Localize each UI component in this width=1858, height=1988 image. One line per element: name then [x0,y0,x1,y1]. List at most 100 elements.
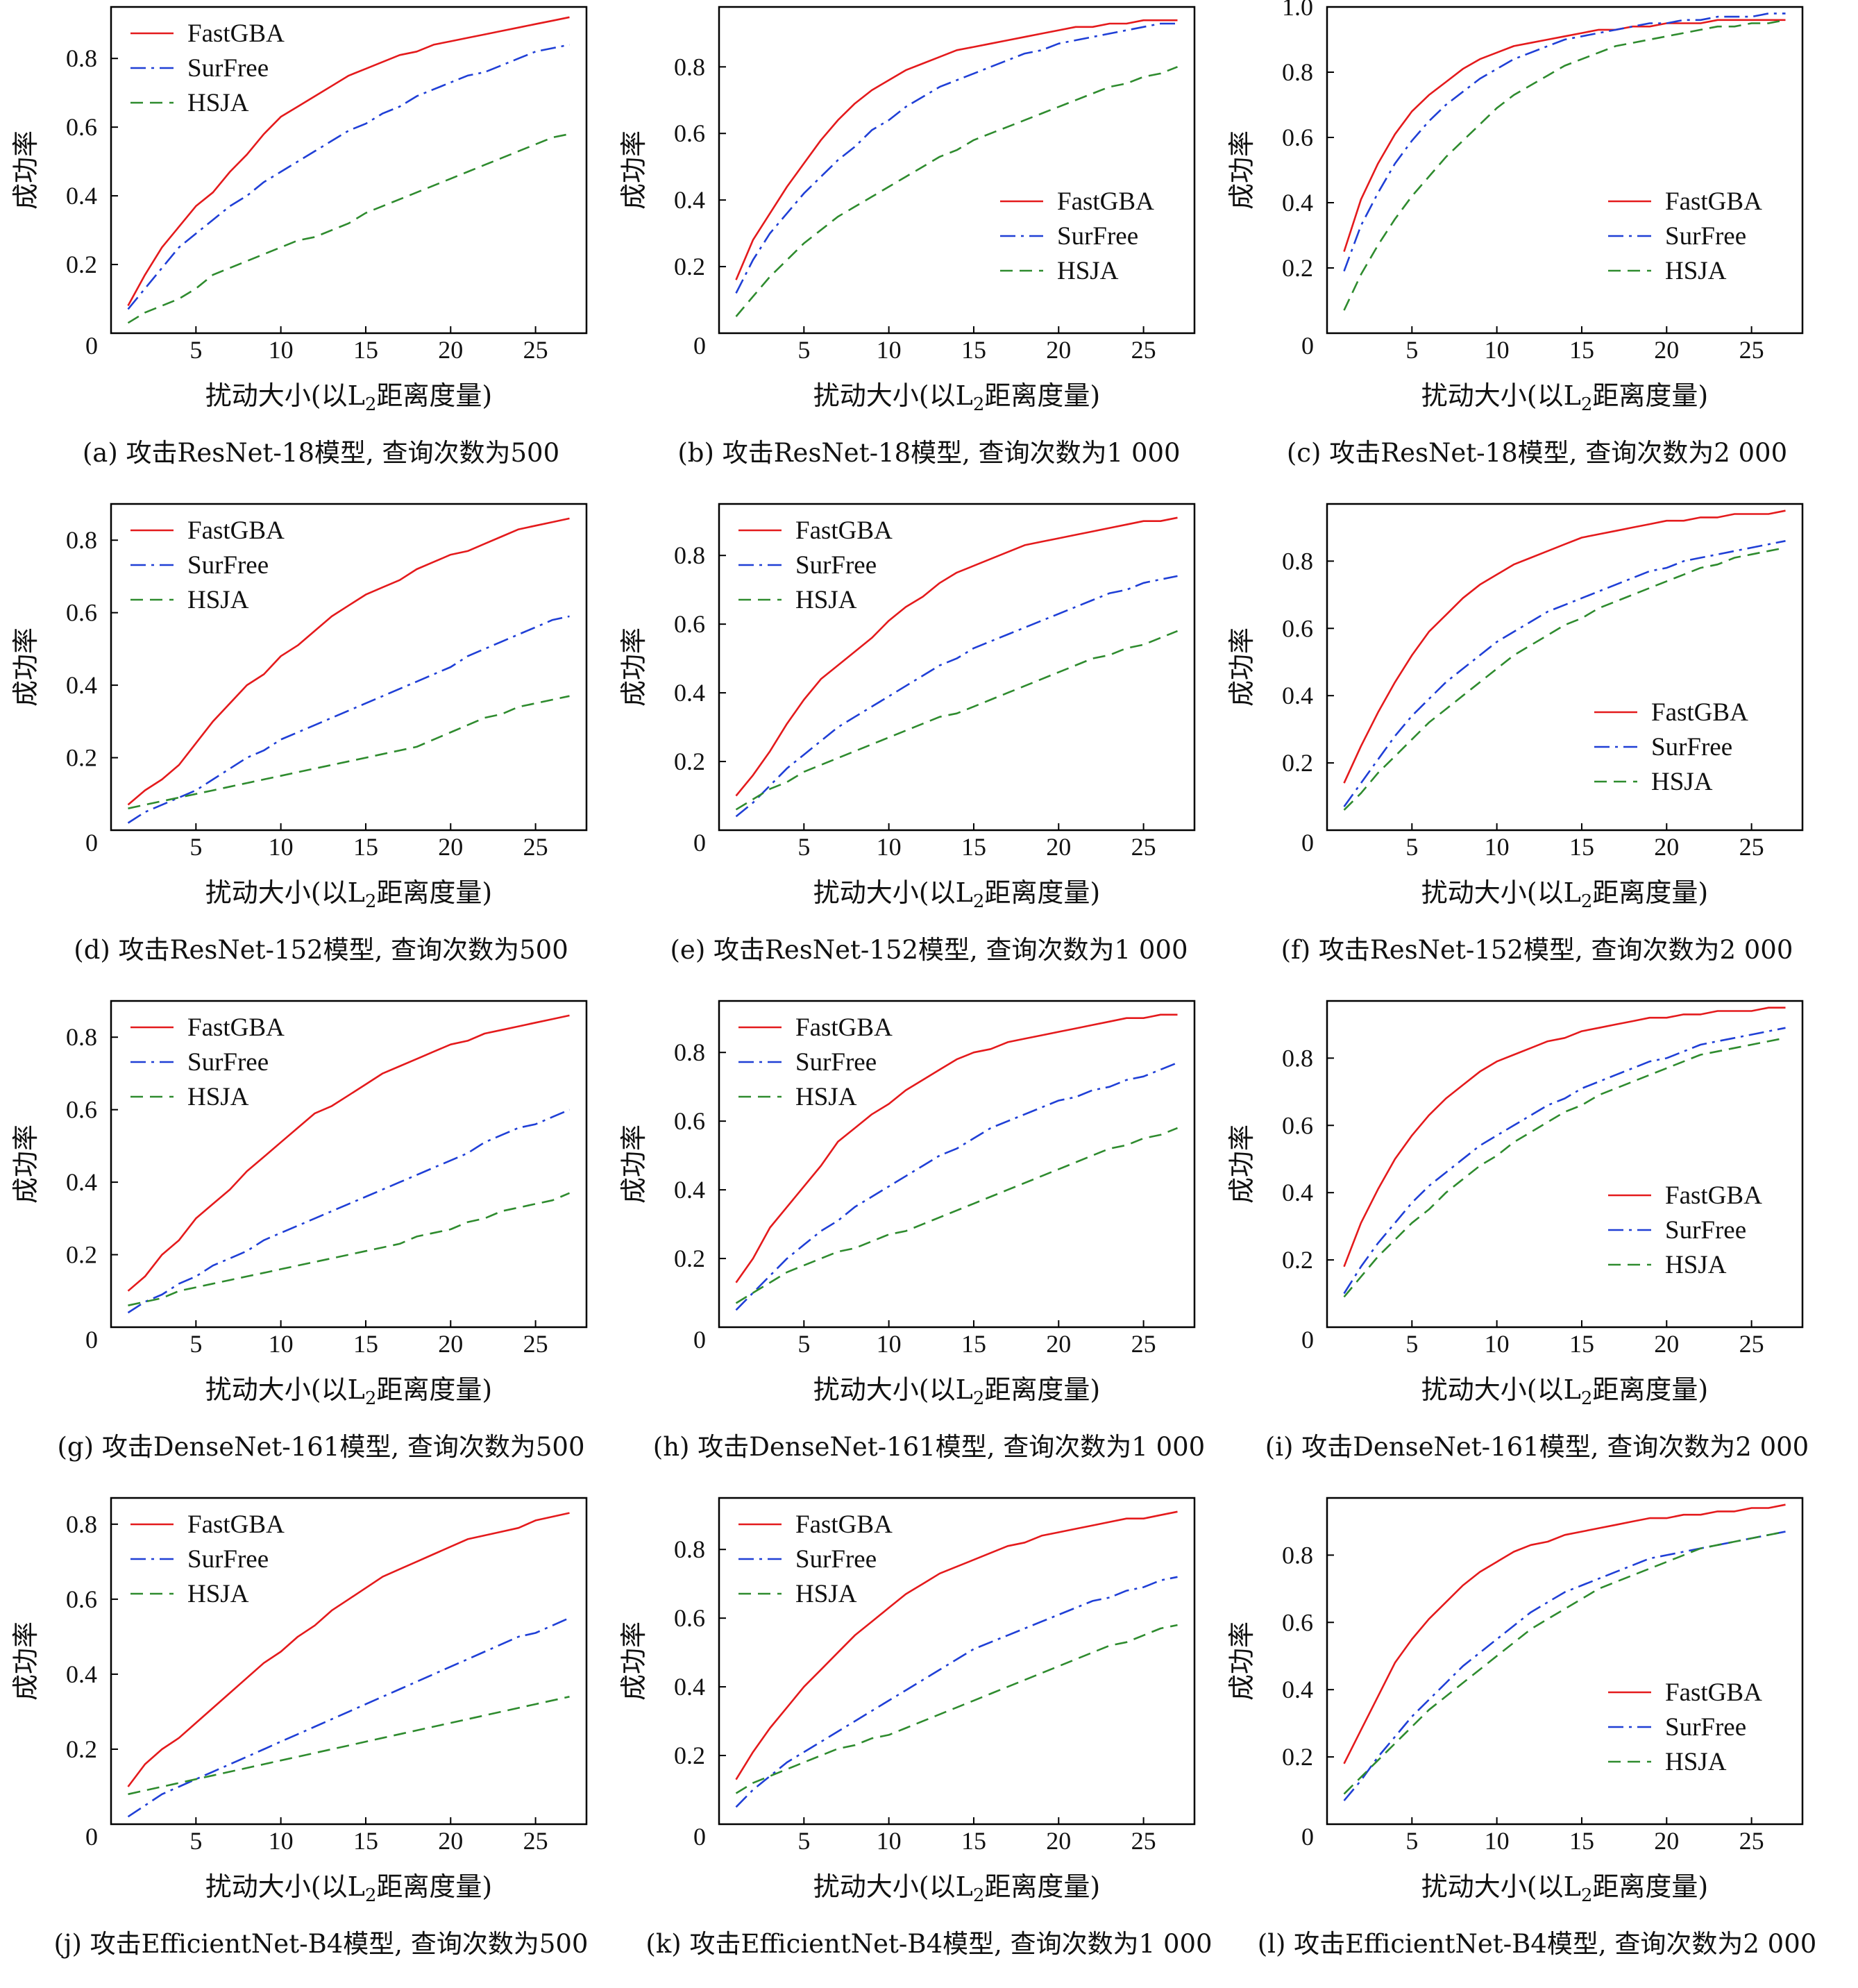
series-line-surfree [735,575,1178,818]
x-axis-label: 扰动大小(以L2距离度量) [813,877,1100,912]
legend-label-surfree: SurFree [795,1545,877,1574]
x-tick-label: 25 [1131,1827,1156,1855]
series-line-surfree [127,615,570,824]
y-tick-label: 0.4 [66,1660,97,1688]
x-tick-label: 25 [523,336,548,364]
x-tick-label: 10 [1485,1330,1510,1358]
y-tick-label: 0.2 [1282,1246,1313,1274]
line-chart: 0.2 0.4 0.6 0.8 1.0 0 5 10 15 20 25 扰动大小(以L2距离度量) 成功… [1226,0,1804,415]
y-tick-label: 0.2 [66,251,97,278]
legend: FastGBA SurFree HSJA [738,1013,893,1111]
x-axis-label: 扰动大小(以L2距离度量) [205,877,492,912]
x-tick-label: 10 [269,1330,294,1358]
y-tick-label: 0.6 [1282,1111,1313,1139]
plot-frame [110,1000,588,1329]
x-tick-label: 10 [877,1827,902,1855]
y-tick-label: 0.8 [1282,1541,1313,1569]
legend-label-fastgba: FastGBA [187,516,285,545]
x-tick-label: 5 [797,1827,810,1855]
x-tick-label: 10 [1485,336,1510,364]
plot-frame [110,1497,588,1826]
series-line-surfree [1343,12,1786,272]
y-tick-label: 0.2 [66,1735,97,1763]
x-axis-label: 扰动大小(以L2距离度量) [1421,877,1708,912]
series-line-fastgba [127,1014,570,1292]
chart-caption: (a) 攻击ResNet-18模型, 查询次数为500 [82,438,560,468]
legend-label-surfree: SurFree [1057,222,1138,251]
origin-tick-label: 0 [693,1823,706,1851]
y-tick-label: 0.2 [1282,1743,1313,1771]
chart-caption: (b) 攻击ResNet-18模型, 查询次数为1 000 [677,438,1181,468]
y-tick-label: 0.2 [66,744,97,772]
plot-frame [718,1497,1196,1826]
x-tick-label: 20 [438,833,463,861]
y-tick-label: 0.8 [674,1038,705,1066]
series-line-fastgba [735,19,1178,280]
y-axis-label: 成功率 [618,130,649,210]
y-tick-label: 0.4 [66,1168,97,1196]
y-tick-label: 0.2 [1282,749,1313,777]
chart-caption: (d) 攻击ResNet-152模型, 查询次数为500 [74,935,568,965]
line-chart: 0.2 0.4 0.6 0.8 0 5 10 15 20 25 扰动大小(以L2距离度量) 成功率 Fa… [10,6,588,415]
x-tick-label: 10 [877,833,902,861]
y-tick-label: 1.0 [1282,0,1313,21]
x-tick-label: 5 [189,833,202,861]
series-line-fastgba [735,516,1178,797]
legend: FastGBA SurFree HSJA [1000,187,1154,285]
chart-caption: (c) 攻击ResNet-18模型, 查询次数为2 000 [1286,438,1788,468]
plot-frame [718,6,1196,335]
figure-grid: 0.2 0.4 0.6 0.8 0 5 10 15 20 25 扰动大小(以L2距离度量) 成功率 Fa… [10,0,1858,1959]
y-tick-label: 0.8 [66,526,97,554]
x-tick-label: 15 [353,1330,378,1358]
chart-panel-f: 0.2 0.4 0.6 0.8 0 5 10 15 20 25 扰动大小(以L2距离度量) 成功率 Fa… [1216,497,1858,994]
origin-tick-label: 0 [85,332,98,360]
series-line-fastgba [127,517,570,806]
line-chart: 0.2 0.4 0.6 0.8 0 5 10 15 20 25 扰动大小(以L2距离度量) 成功率 Fa… [618,6,1196,415]
series-line-surfree [735,1576,1178,1808]
legend-label-hsja: HSJA [795,1580,857,1608]
x-axis-label: 扰动大小(以L2距离度量) [813,1374,1100,1409]
legend-label-hsja: HSJA [1057,257,1119,285]
legend-label-hsja: HSJA [1665,257,1727,285]
line-chart: 0.2 0.4 0.6 0.8 0 5 10 15 20 25 扰动大小(以L2距离度量) 成功率 Fa… [1226,1497,1804,1906]
y-tick-label: 0.4 [1282,682,1313,709]
plot-frame [1326,6,1804,335]
y-tick-label: 0.6 [1282,614,1313,642]
x-tick-label: 20 [1654,336,1679,364]
x-tick-label: 15 [961,1330,986,1358]
chart-panel-l: 0.2 0.4 0.6 0.8 0 5 10 15 20 25 扰动大小(以L2距离度量) 成功率 Fa… [1216,1491,1858,1988]
y-axis-label: 成功率 [618,627,649,707]
legend-label-surfree: SurFree [1651,733,1732,761]
legend-label-surfree: SurFree [187,1545,269,1574]
origin-tick-label: 0 [85,1823,98,1851]
y-tick-label: 0.2 [66,1241,97,1269]
y-tick-label: 0.6 [674,1107,705,1135]
y-tick-label: 0.6 [674,119,705,147]
legend: FastGBA SurFree HSJA [130,1013,285,1111]
y-tick-label: 0.6 [66,1096,97,1124]
y-axis-label: 成功率 [1226,130,1257,210]
series-line-hsja [127,133,570,324]
y-axis-label: 成功率 [1226,627,1257,707]
series-line-hsja [128,695,570,809]
legend-label-hsja: HSJA [1665,1251,1727,1279]
y-tick-label: 0.4 [674,1673,705,1701]
chart-caption: (j) 攻击EfficientNet-B4模型, 查询次数为500 [53,1929,589,1959]
x-tick-label: 5 [189,336,202,364]
x-tick-label: 15 [961,336,986,364]
line-chart: 0.2 0.4 0.6 0.8 0 5 10 15 20 25 扰动大小(以L2距离度量) 成功率 Fa… [618,1000,1196,1409]
chart-panel-k: 0.2 0.4 0.6 0.8 0 5 10 15 20 25 扰动大小(以L2距离度量) 成功率 Fa… [608,1491,1250,1988]
plot-frame [1326,1497,1804,1826]
x-axis-label: 扰动大小(以L2距离度量) [205,1374,492,1409]
y-tick-label: 0.4 [66,671,97,699]
series-line-fastgba [735,1013,1178,1283]
chart-panel-e: 0.2 0.4 0.6 0.8 0 5 10 15 20 25 扰动大小(以L2距离度量) 成功率 Fa… [608,497,1250,994]
x-tick-label: 15 [353,1827,378,1855]
x-tick-label: 25 [1739,336,1764,364]
series-line-hsja [1343,19,1786,311]
legend-label-surfree: SurFree [187,551,269,580]
series-line-hsja [735,66,1178,317]
y-tick-label: 0.4 [1282,1676,1313,1703]
x-tick-label: 25 [523,833,548,861]
y-tick-label: 0.8 [674,53,705,81]
